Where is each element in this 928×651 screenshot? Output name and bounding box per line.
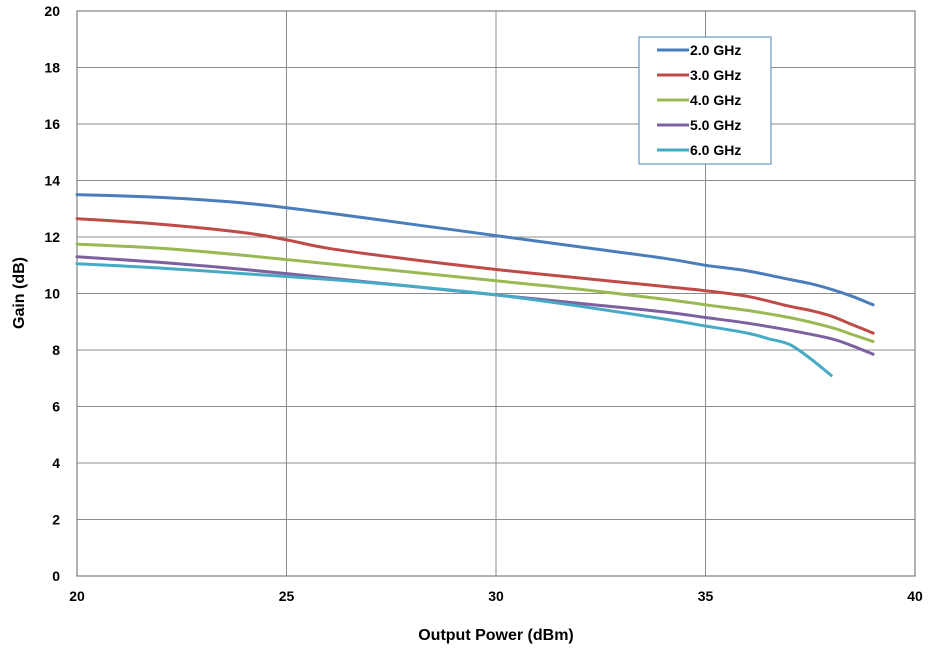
- series-lines: [75, 193, 875, 377]
- x-axis-title: Output Power (dBm): [418, 627, 574, 644]
- y-tick-label: 4: [52, 455, 60, 471]
- y-tick-label: 2: [52, 512, 60, 528]
- x-tick-label: 35: [698, 588, 714, 604]
- series-line: [75, 193, 875, 307]
- y-tick-label: 10: [44, 286, 60, 302]
- legend-label: 4.0 GHz: [690, 92, 741, 108]
- series-line: [75, 242, 875, 343]
- y-tick-label: 18: [44, 60, 60, 76]
- series-line: [75, 255, 875, 356]
- series-line: [75, 217, 875, 335]
- x-tick-label: 25: [279, 588, 295, 604]
- y-tick-label: 12: [44, 229, 60, 245]
- x-tick-label: 30: [488, 588, 504, 604]
- y-tick-label: 8: [52, 342, 60, 358]
- plot-area: [76, 10, 916, 577]
- legend-label: 5.0 GHz: [690, 117, 741, 133]
- legend: 2.0 GHz 3.0 GHz 4.0 GHz 5.0 GHz 6.0 GHz: [638, 36, 772, 165]
- legend-label: 6.0 GHz: [690, 142, 741, 158]
- y-tick-label: 0: [52, 568, 60, 584]
- legend-label: 2.0 GHz: [690, 42, 741, 58]
- y-tick-label: 14: [44, 173, 60, 189]
- y-tick-label: 20: [44, 3, 60, 19]
- legend-label: 3.0 GHz: [690, 67, 741, 83]
- y-tick-label: 16: [44, 116, 60, 132]
- y-tick-labels: 0 2 4 6 8 10 12 14 16 18 20: [44, 3, 60, 584]
- y-axis-title: Gain (dB): [11, 257, 28, 329]
- series-line: [75, 262, 833, 377]
- x-tick-label: 40: [907, 588, 923, 604]
- y-tick-label: 6: [52, 399, 60, 415]
- x-tick-label: 20: [69, 588, 85, 604]
- x-tick-labels: 20 25 30 35 40: [69, 588, 923, 604]
